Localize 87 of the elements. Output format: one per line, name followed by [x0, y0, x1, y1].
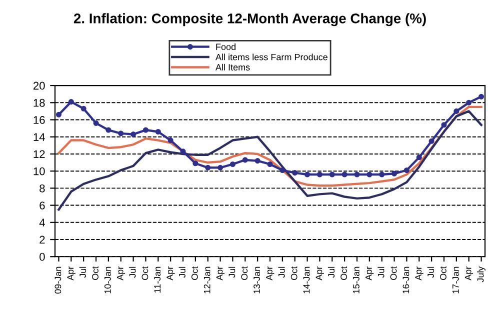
x-tick-label: 14-Jan: [303, 266, 310, 294]
x-tick-label: Apr: [464, 266, 474, 280]
point: [329, 172, 335, 178]
x-tick-label: Oct: [340, 266, 347, 280]
point: [205, 164, 211, 170]
x-tick-label: Jul: [427, 266, 434, 278]
point: [466, 100, 472, 106]
legend-label: All items less Farm Produce: [216, 54, 328, 60]
x-tick-label: Oct: [191, 266, 198, 280]
x-tick-label: Oct: [92, 266, 98, 280]
point: [168, 138, 174, 144]
x-tick-label: Oct: [390, 266, 397, 280]
point: [68, 99, 74, 105]
y-tick-label: 8: [40, 184, 45, 192]
x-tick-label: 12-Jan: [204, 266, 210, 294]
x-tick-label: Jul: [129, 266, 136, 278]
point: [304, 172, 310, 178]
point: [478, 94, 484, 100]
y-tick-label: 10: [34, 167, 45, 176]
y-tick-label: 20: [33, 82, 45, 90]
x-tick-label: Oct: [142, 266, 148, 280]
x-tick-label: Apr: [166, 266, 175, 280]
x-tick-label: 15-Jan: [353, 266, 360, 294]
point: [416, 154, 422, 160]
point: [454, 108, 460, 114]
y-tick-label: 4: [39, 218, 45, 226]
point: [366, 172, 372, 178]
point: [130, 132, 136, 138]
point: [93, 120, 99, 126]
point: [392, 170, 398, 176]
x-tick-label: 11-Jan: [154, 266, 161, 293]
point: [267, 161, 273, 168]
x-tick-label: Jul: [278, 266, 285, 278]
point: [230, 161, 236, 168]
x-tick-label: 13-Jan: [254, 266, 260, 294]
chart-title: 2. Inflation: Composite 12-Month Average Change (%): [74, 13, 426, 26]
point: [428, 138, 434, 144]
x-tick-label: Oct: [241, 266, 248, 280]
point: [80, 106, 86, 112]
point: [404, 167, 410, 174]
y-tick-label: 16: [34, 116, 45, 124]
point: [342, 172, 348, 178]
x-tick-label: Jul: [79, 266, 86, 278]
x-tick-label: July: [477, 266, 486, 282]
x-tick-label: 17-Jan: [452, 266, 459, 294]
point: [379, 172, 385, 178]
y-tick-label: 0: [40, 252, 45, 261]
x-tick-label: Jul: [178, 266, 186, 278]
x-tick-label: Oct: [440, 266, 446, 280]
y-tick-label: 12: [34, 150, 45, 158]
point: [254, 158, 260, 164]
line-series: [58, 106, 482, 187]
point: [118, 130, 124, 136]
y-tick-label: 2: [40, 236, 45, 244]
x-tick-label: Apr: [116, 266, 126, 280]
x-tick-label: Oct: [290, 266, 298, 280]
line-series: [58, 110, 482, 211]
point: [292, 170, 298, 176]
point: [316, 172, 322, 178]
y-tick-label: 14: [34, 133, 45, 141]
point: [280, 167, 286, 174]
x-tick-label: Apr: [216, 266, 224, 280]
x-tick-label: 16-Jan: [402, 266, 410, 294]
x-tick-label: Jul: [228, 266, 236, 278]
point: [106, 127, 112, 133]
y-tick-label: 6: [40, 202, 45, 210]
x-tick-label: Apr: [67, 266, 76, 280]
x-tick-label: Apr: [415, 266, 424, 280]
point: [155, 128, 161, 135]
point: [354, 172, 360, 178]
y-tick-label: 18: [34, 98, 45, 107]
x-tick-label: Jul: [328, 266, 335, 278]
legend-label: All Items: [216, 64, 250, 70]
x-tick-label: Apr: [316, 266, 324, 280]
x-tick-label: 09-Jan: [54, 266, 62, 294]
point: [218, 164, 224, 170]
point: [56, 112, 62, 118]
x-tick-label: Jul: [378, 266, 384, 278]
x-tick-label: Apr: [266, 266, 274, 280]
point: [142, 127, 148, 133]
point: [180, 148, 186, 154]
point: [441, 122, 447, 128]
point: [242, 157, 248, 163]
x-tick-label: Apr: [366, 266, 374, 280]
x-tick-label: 10-Jan: [104, 266, 111, 294]
point: [192, 160, 198, 166]
legend-label: Food: [216, 43, 236, 50]
